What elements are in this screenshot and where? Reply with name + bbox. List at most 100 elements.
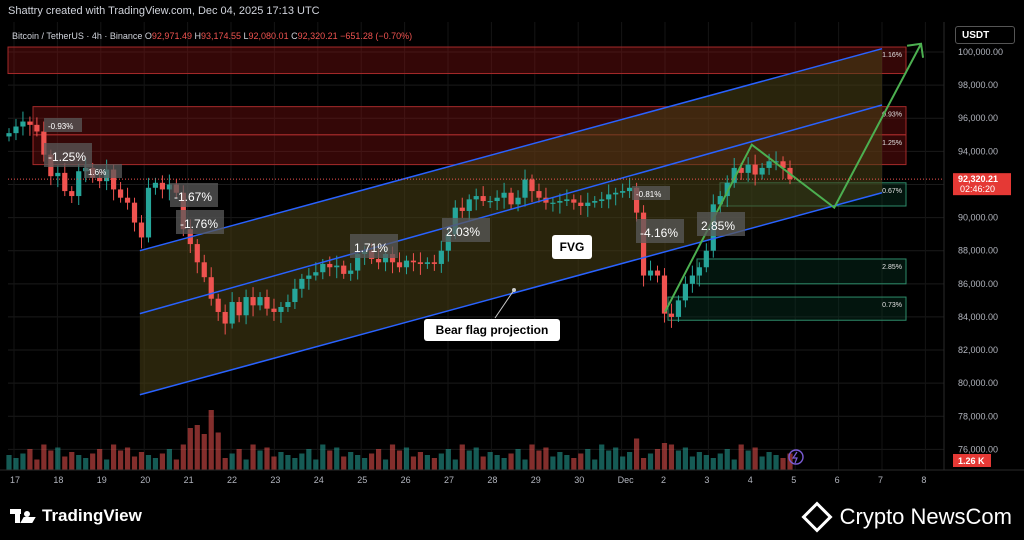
change-label-text: -0.93% xyxy=(48,122,73,131)
candle-body xyxy=(152,182,159,188)
change-label-box xyxy=(84,164,122,178)
resistance-zone xyxy=(7,46,907,75)
volume-bar xyxy=(668,444,675,470)
volume-bar xyxy=(780,458,786,470)
candle-body xyxy=(243,297,249,316)
candle-body xyxy=(55,172,61,177)
candle-body xyxy=(480,196,486,202)
change-label-text: -0.81% xyxy=(636,190,661,199)
candle-body xyxy=(396,262,403,268)
candle-body xyxy=(689,275,695,284)
attribution-bar: Shattry created with TradingView.com, De… xyxy=(0,0,1024,22)
tradingview-logo[interactable]: TradingView xyxy=(10,506,142,526)
attribution-text: Shattry created with TradingView.com, De… xyxy=(8,5,320,17)
volume-bar xyxy=(487,452,493,470)
candle-countdown: 02:46:20 xyxy=(960,184,995,194)
fvg-annotation: FVG xyxy=(552,235,592,259)
fvg-label: FVG xyxy=(560,240,585,254)
candle-body xyxy=(320,263,326,273)
volume-bar xyxy=(438,453,444,470)
volume-bar xyxy=(278,452,284,470)
change-label-text: -1.76% xyxy=(180,217,218,231)
candle-body xyxy=(529,179,535,192)
candle-body xyxy=(501,192,507,198)
price-axis-tick: 94,000.00 xyxy=(958,146,998,156)
candlestick-chart[interactable]: 1.16% 0.93% 1.25% 0.67% 2.85% 0.73% -0.93% -1.2… xyxy=(0,0,1024,496)
price-axis-tick: 78,000.00 xyxy=(958,411,998,421)
volume-bar xyxy=(285,455,291,470)
change-label-box xyxy=(697,212,745,236)
volume-bar xyxy=(536,450,542,470)
candle-body xyxy=(389,254,396,263)
zone-label: 2.85% xyxy=(882,264,902,271)
candle-body xyxy=(717,196,723,205)
price-axis-tick: 100,000.00 xyxy=(958,47,1003,57)
candle-body xyxy=(271,308,277,312)
time-axis-tick: 23 xyxy=(270,475,280,485)
change-label-text: 2.85% xyxy=(701,219,735,233)
candle-body xyxy=(487,201,493,203)
candle-body xyxy=(215,298,221,312)
volume-bar xyxy=(571,458,577,470)
candle-body xyxy=(459,207,465,211)
volume-bar xyxy=(550,456,556,470)
volume-bar xyxy=(640,458,647,470)
time-axis-tick: 4 xyxy=(748,475,753,485)
candle-body xyxy=(403,260,410,268)
volume-bar xyxy=(215,432,221,470)
candle-body xyxy=(124,197,131,203)
candle-body xyxy=(145,187,152,238)
candle-body xyxy=(159,182,166,190)
candle-body xyxy=(675,300,682,317)
source-watermark: Crypto NewsCom xyxy=(801,501,1012,533)
volume-bar xyxy=(34,459,40,470)
candle-body xyxy=(41,131,47,155)
alert-bolt-icon-glyph xyxy=(791,451,798,464)
volume-bar xyxy=(627,452,633,470)
volume-bar xyxy=(187,428,193,470)
volume-bar xyxy=(334,447,340,470)
volume-bar xyxy=(396,450,403,470)
candle-body xyxy=(6,133,12,137)
candle-body xyxy=(585,202,591,206)
candle-body xyxy=(627,187,633,192)
candle-body xyxy=(424,262,430,264)
volume-bar xyxy=(557,452,563,470)
last-price-tag-box xyxy=(953,173,1011,196)
volume-bar xyxy=(341,456,347,470)
price-axis-tick: 84,000.00 xyxy=(958,312,998,322)
quote-currency-button[interactable]: USDT xyxy=(955,26,1015,44)
volume-tag-box xyxy=(953,454,991,467)
volume-bar xyxy=(243,459,249,470)
volume-bar xyxy=(76,455,82,470)
last-price-value: 92,320.21 xyxy=(958,174,998,184)
zone-label: 1.16% xyxy=(882,52,902,59)
volume-bar xyxy=(173,459,179,470)
candle-body xyxy=(647,270,654,276)
volume-bar xyxy=(152,458,159,470)
time-axis-tick: 25 xyxy=(357,475,367,485)
volume-bar xyxy=(703,455,709,470)
volume-bar xyxy=(104,459,110,470)
volume-bar xyxy=(327,450,333,470)
candle-body xyxy=(703,250,709,268)
price-axis-tick: 88,000.00 xyxy=(958,246,998,256)
candle-body xyxy=(417,262,424,264)
time-axis-tick: 24 xyxy=(314,475,324,485)
volume-bar xyxy=(27,449,33,470)
change-label-box xyxy=(44,118,82,132)
candle-body xyxy=(606,194,612,200)
candle-body xyxy=(34,124,40,132)
candle-body xyxy=(208,277,214,299)
volume-bar xyxy=(766,452,772,470)
symbol-header: Bitcoin / TetherUS · 4h · Binance O92,97… xyxy=(12,31,412,41)
candle-body xyxy=(654,270,661,276)
candle-body xyxy=(438,250,444,264)
change-label-box xyxy=(442,218,490,242)
candle-body xyxy=(131,202,138,223)
volume-bar xyxy=(431,458,437,470)
time-axis-tick: 28 xyxy=(487,475,497,485)
bear-flag-pointer xyxy=(494,289,515,319)
flag-channel-fill xyxy=(139,48,883,395)
candle-body xyxy=(494,197,500,202)
